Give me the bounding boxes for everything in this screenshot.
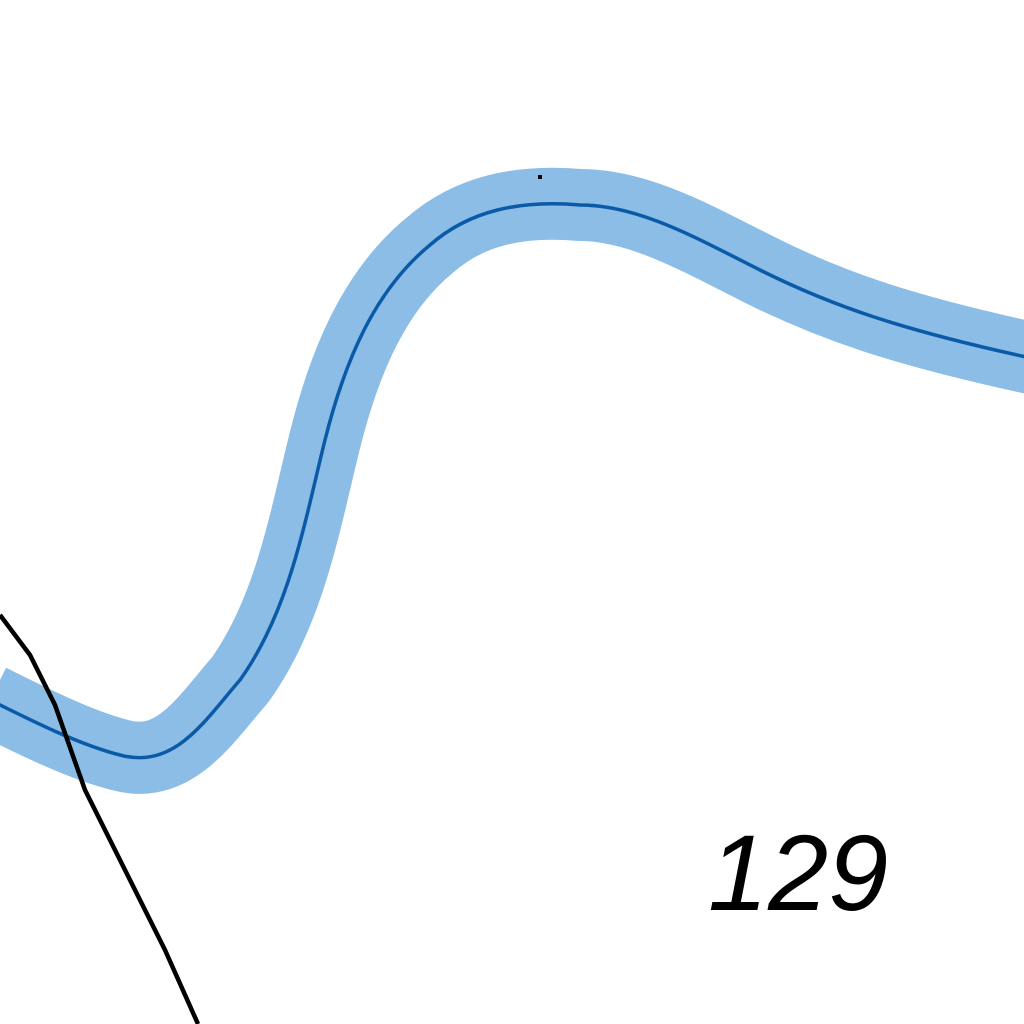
- boundary-line: [0, 613, 201, 1024]
- survey-point-marker: [538, 175, 542, 179]
- river-centerline: [0, 202, 1024, 760]
- parcel-number-label: 129: [708, 812, 888, 933]
